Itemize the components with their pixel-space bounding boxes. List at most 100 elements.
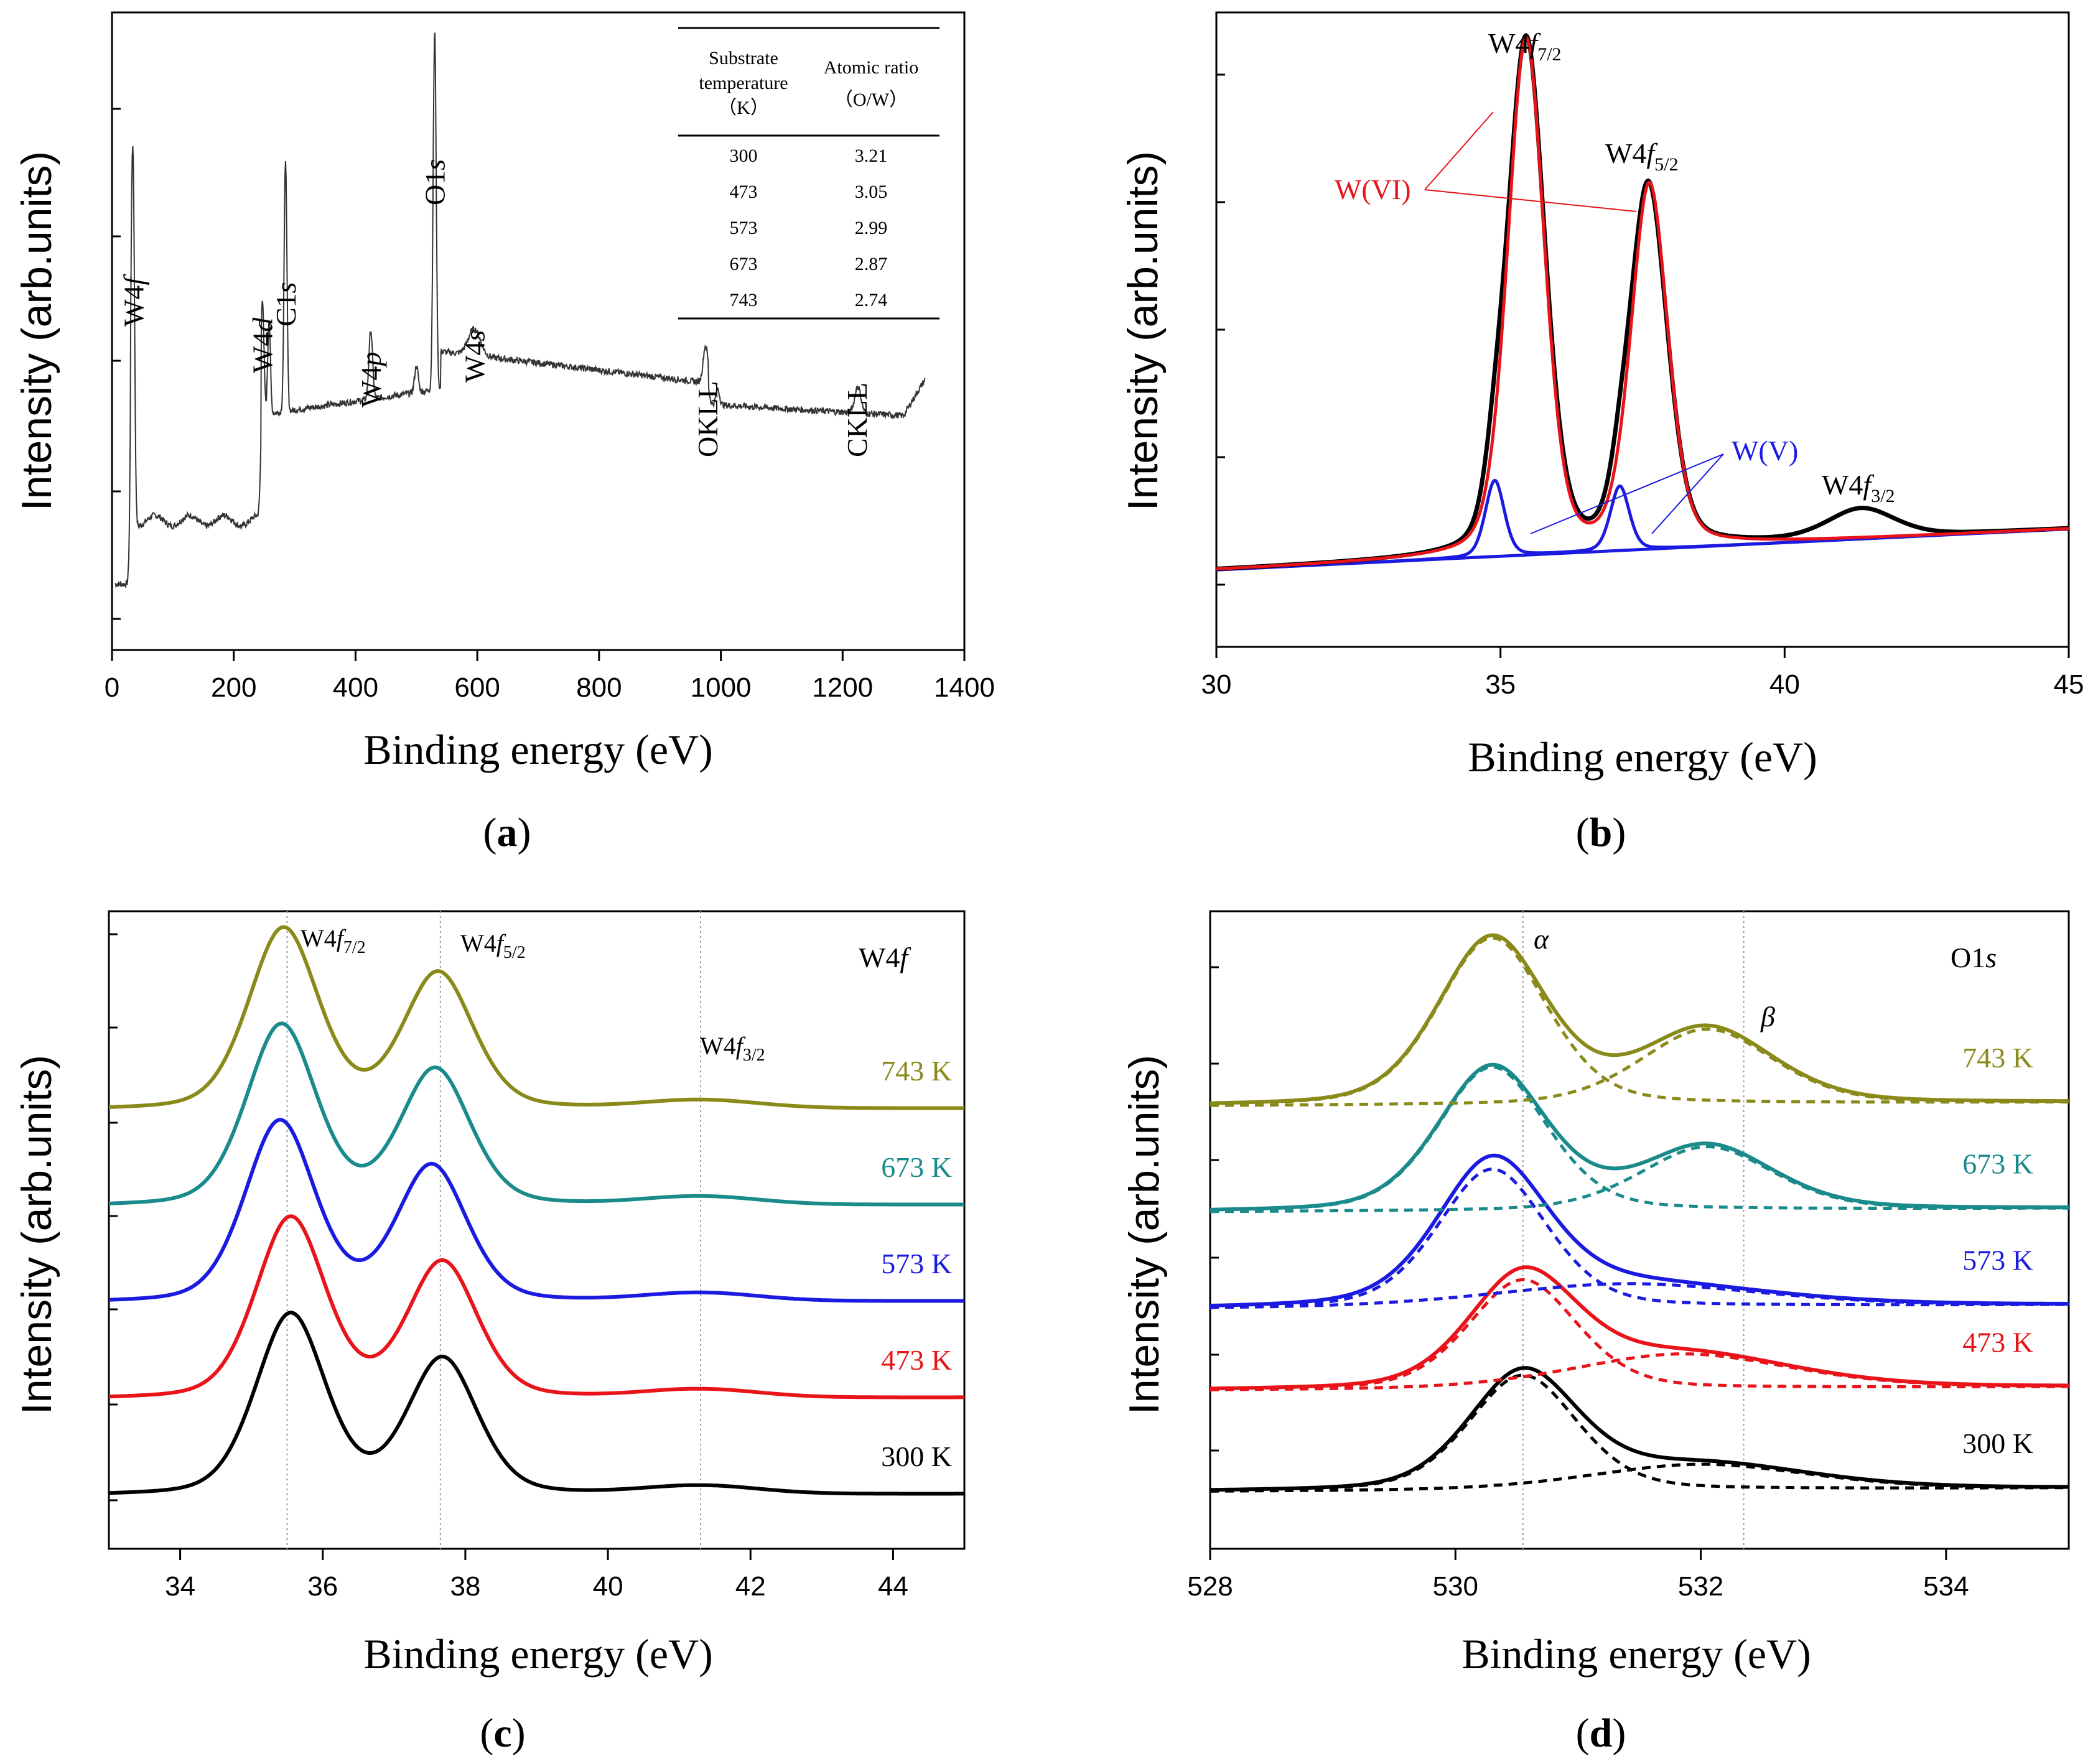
panel-d: 528 530 532 534 300 K 473 K 573 K 673 K 743 K α… <box>1121 910 2070 1756</box>
panel-a-spectrum <box>114 32 926 589</box>
a-xtick-label-1: 200 <box>211 672 256 703</box>
panel-c-title-main: W4 <box>859 942 900 973</box>
c-w4f52-main: W4 <box>460 929 496 957</box>
panel-c: 34 36 38 40 42 44 300 K 473 K 573 K 673 K 743 K W… <box>13 910 966 1756</box>
table-row-0-temp: 300 <box>730 146 758 166</box>
peak-label-2-ital: s <box>270 282 302 293</box>
panel-d-ylabel: Intensity (arb.units) <box>1121 1055 1168 1414</box>
panel-b-envelope <box>1216 32 2069 571</box>
panel-b-caption: (b) <box>1576 810 1626 855</box>
peak-label-4-ital: s <box>419 159 451 170</box>
panel-a-frame <box>111 11 966 651</box>
peak-label-5: W4s <box>459 330 490 383</box>
beta-label: β <box>1760 1001 1775 1033</box>
panel-b-xticks: 30 35 40 45 <box>1201 647 2084 700</box>
d-legend-3: 673 K <box>1962 1148 2033 1180</box>
peak-label-7: CKLL <box>841 383 873 457</box>
d-series-3-alpha-fit <box>1210 1065 2069 1212</box>
c-series-473k <box>109 1214 964 1400</box>
peak-label-6-main: OKLL <box>692 381 724 457</box>
table-header-1-line2: temperature <box>699 73 788 93</box>
panel-d-caption-letter: d <box>1590 1711 1613 1756</box>
d-series-4-envelope <box>1210 933 2069 1105</box>
d-series-4-alpha-fit <box>1210 936 2069 1105</box>
d-series-4-beta-fit <box>1210 1027 2069 1107</box>
panel-c-title: W4f <box>859 942 911 973</box>
a-xtick-label-2: 400 <box>333 672 378 703</box>
panel-b-yticks <box>1216 73 1225 586</box>
panel-d-yticks <box>1210 966 1219 1452</box>
peak-label-1-ital: d <box>247 317 279 332</box>
wvi-label: W(VI) <box>1335 174 1411 205</box>
panel-d-title-main: O1 <box>1951 942 1985 973</box>
d-legend-0: 300 K <box>1962 1427 2033 1459</box>
panel-a-caption-letter: a <box>497 810 518 855</box>
peak-label-6: OKLL <box>692 381 724 457</box>
wv-pointer-2 <box>1651 453 1724 534</box>
c-series-573k <box>108 1118 964 1303</box>
c-legend-4: 743 K <box>881 1055 952 1087</box>
c-series-300k <box>109 1311 964 1496</box>
table-header-2-line1: Atomic ratio <box>824 57 918 78</box>
d-series-3-beta-fit <box>1210 1144 2069 1214</box>
panel-d-legend: 300 K 473 K 573 K 673 K 743 K <box>1962 1042 2033 1459</box>
table-row-4-ratio: 2.74 <box>855 290 888 310</box>
panel-c-reference-lines <box>286 911 702 1549</box>
d-series-1-envelope <box>1210 1265 2069 1391</box>
c-xtick-label-1: 36 <box>307 1571 338 1602</box>
panel-c-xticks: 34 36 38 40 42 44 <box>165 1549 908 1602</box>
c-w4f72-sub: 7/2 <box>343 938 366 957</box>
panel-a: 0 200 400 600 800 1000 1200 1400 W4fW4dC1sW4pO1… <box>13 11 995 855</box>
peak-label-3-ital: p <box>355 352 387 368</box>
b-xtick-label-0: 30 <box>1201 669 1232 700</box>
table-row-3-temp: 673 <box>730 254 758 274</box>
panel-d-title-ital: s <box>1985 942 1997 973</box>
table-row-3-ratio: 2.87 <box>855 254 888 274</box>
panel-c-xlabel: Binding energy (eV) <box>363 1630 713 1678</box>
d-xtick-label-1: 530 <box>1433 1571 1478 1602</box>
panel-d-title: O1s <box>1951 942 1997 973</box>
panel-d-frame <box>1209 910 2070 1550</box>
c-w4f32-sub: 3/2 <box>743 1046 765 1065</box>
table-rows: 300 3.21 473 3.05 573 2.99 673 2.87 743 2.74 <box>730 146 888 310</box>
d-series-2-beta-fit <box>1210 1282 2069 1309</box>
w4f52-sub: 5/2 <box>1654 154 1678 175</box>
table-header-2-line2: （O/W） <box>834 90 908 110</box>
table-row-1-temp: 473 <box>730 182 758 202</box>
table-header-1-line1: Substrate <box>709 48 778 68</box>
b-xtick-label-2: 40 <box>1769 669 1800 700</box>
panel-c-legend: 300 K 473 K 573 K 673 K 743 K <box>881 1055 952 1472</box>
table-row-1-ratio: 3.05 <box>855 182 888 202</box>
peak-label-5-ital: s <box>459 330 490 341</box>
c-legend-3: 673 K <box>881 1151 952 1183</box>
d-series-2-alpha-fit <box>1210 1167 2069 1309</box>
a-xtick-label-4: 800 <box>576 672 622 703</box>
panel-a-xticks: 0 200 400 600 800 1000 1200 1400 <box>105 650 995 703</box>
b-xtick-label-3: 45 <box>2054 669 2084 700</box>
d-legend-4: 743 K <box>1962 1042 2033 1074</box>
d-series-2-envelope <box>1210 1153 2069 1308</box>
w4f52-label: W4f5/2 <box>1605 137 1679 175</box>
peak-label-0-main: W4 <box>118 285 149 327</box>
d-series-0-alpha-fit <box>1210 1373 2069 1492</box>
c-legend-2: 573 K <box>881 1248 952 1279</box>
wv-pointer-1 <box>1530 453 1724 534</box>
peak-label-1: W4d <box>247 317 279 373</box>
c-legend-0: 300 K <box>881 1441 952 1472</box>
atomic-ratio-table: Substrate temperature （K） Atomic ratio （… <box>678 27 939 320</box>
wvi-pointer-1 <box>1424 111 1494 190</box>
w4f32-sub: 3/2 <box>1871 486 1895 506</box>
table-header-1-line3: （K） <box>718 98 769 118</box>
c-w4f32-label: W4f3/2 <box>700 1032 765 1065</box>
panel-b-wv-fit <box>1216 478 2069 572</box>
d-series-0-beta-fit <box>1210 1462 2069 1493</box>
table-row-4-temp: 743 <box>730 290 758 310</box>
c-series-743k <box>108 925 964 1110</box>
c-w4f32-main: W4 <box>700 1032 736 1060</box>
panel-d-series <box>1210 933 2069 1493</box>
wvi-pointer-2 <box>1424 189 1637 212</box>
peak-label-3-main: W4 <box>355 366 387 407</box>
panel-d-reference-lines <box>1522 911 1745 1549</box>
peak-label-2-main: C1 <box>270 293 302 327</box>
